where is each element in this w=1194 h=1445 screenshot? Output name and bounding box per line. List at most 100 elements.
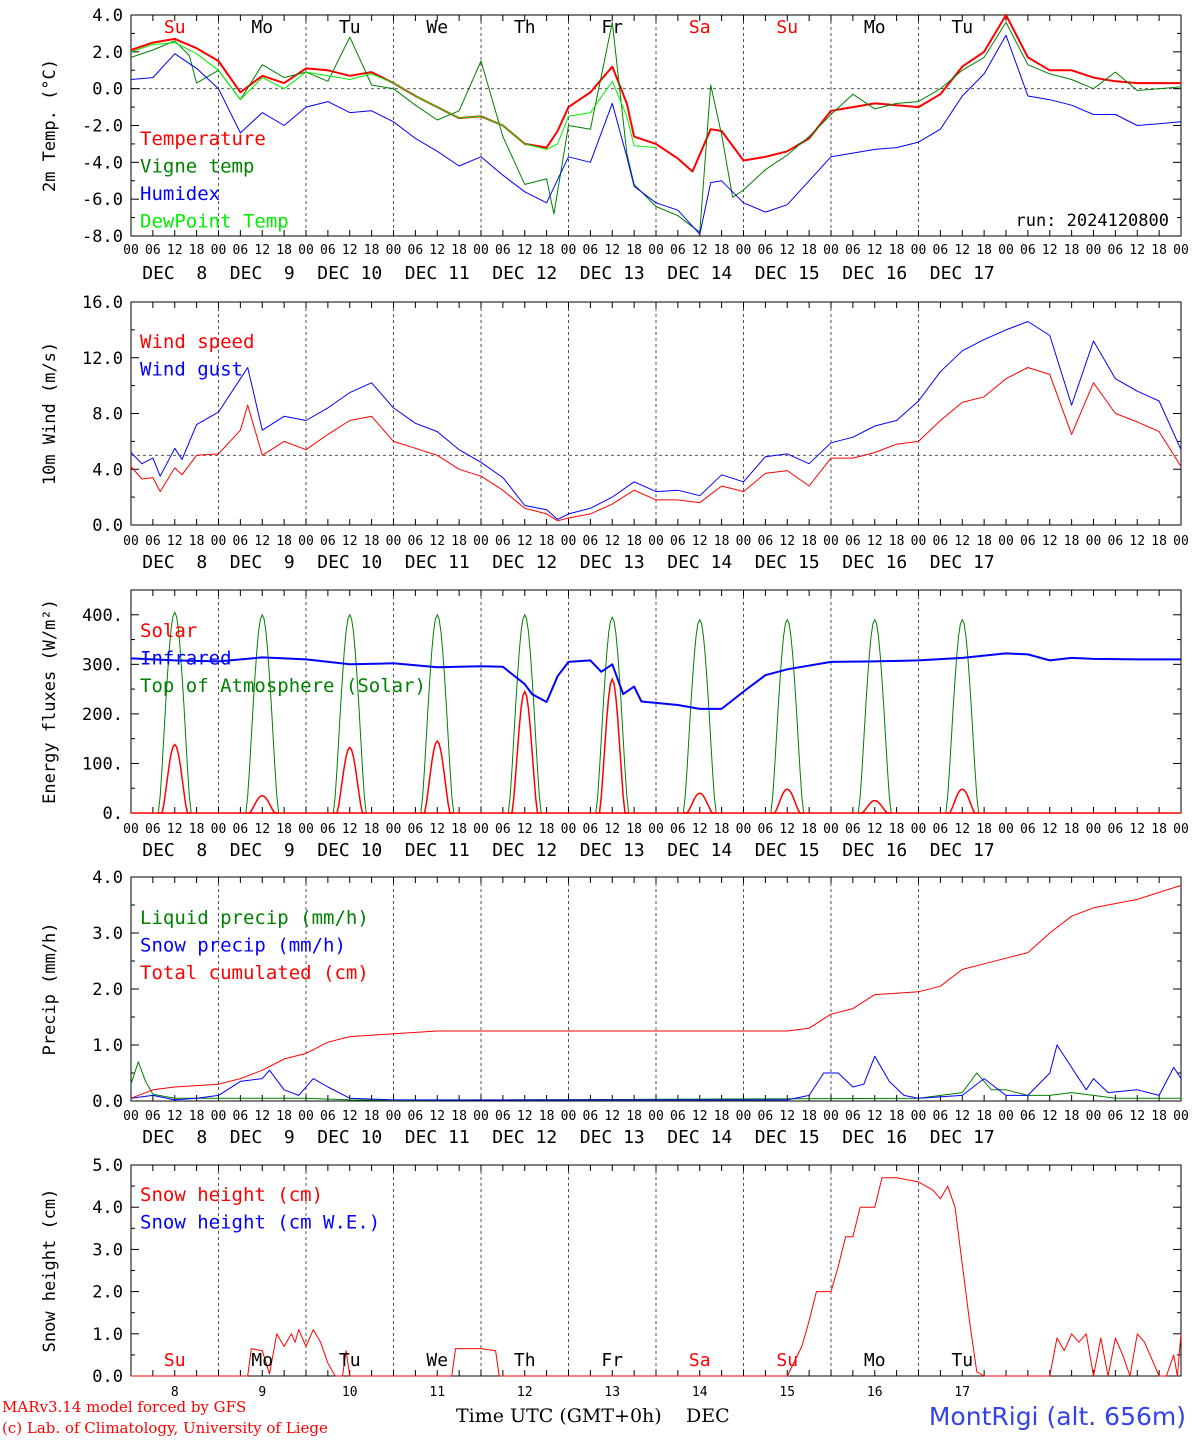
hour-tick-label: 06	[758, 822, 774, 837]
hour-tick-label: 06	[670, 243, 686, 258]
hour-tick-label: 12	[867, 534, 883, 549]
hour-tick-label: 00	[298, 822, 314, 837]
y-tick-label: 3.0	[92, 924, 123, 944]
y-tick-label: 4.0	[92, 1198, 123, 1218]
legend-entry: Snow height (cm W.E.)	[140, 1212, 380, 1234]
hour-tick-label: 18	[539, 243, 555, 258]
day-label: DEC 12	[492, 263, 557, 284]
panel-5: 5.0 4.0 3.0 2.0 1.0 0.0 Snow height (cm) Snow h…	[40, 1156, 1182, 1400]
hour-tick-label: 12	[779, 243, 795, 258]
hour-tick-label: 12	[692, 1109, 708, 1124]
hour-tick-label: 00	[736, 243, 752, 258]
weekday-label: Mo	[251, 1350, 273, 1371]
hour-tick-label: 06	[408, 1109, 424, 1124]
hour-tick-label: 00	[648, 243, 664, 258]
day-label: DEC 15	[755, 263, 820, 284]
day-number-label: 14	[692, 1385, 708, 1400]
hour-tick-label: 06	[233, 534, 249, 549]
day-label: DEC 16	[842, 552, 907, 573]
hour-tick-label: 18	[1064, 243, 1080, 258]
hour-tick-label: 06	[758, 534, 774, 549]
day-number-label: 8	[171, 1385, 179, 1400]
station-name: MontRigi (alt. 656m)	[928, 1402, 1186, 1431]
hour-tick-label: 12	[342, 534, 358, 549]
weekday-label: Su	[164, 1350, 186, 1371]
day-label: DEC 17	[930, 263, 995, 284]
hour-tick-label: 00	[823, 1109, 839, 1124]
hour-tick-label: 18	[626, 534, 642, 549]
day-label: DEC 11	[405, 840, 470, 861]
hour-tick-label: 06	[1020, 534, 1036, 549]
hour-tick-label: 00	[386, 1109, 402, 1124]
day-label: DEC 17	[930, 840, 995, 861]
day-label: DEC 12	[492, 1127, 557, 1148]
hour-tick-label: 00	[998, 243, 1014, 258]
hour-tick-label: 06	[933, 243, 949, 258]
hour-tick-label: 00	[561, 243, 577, 258]
hour-tick-label: 12	[779, 822, 795, 837]
day-label: DEC 15	[755, 1127, 820, 1148]
hour-tick-label: 06	[1108, 534, 1124, 549]
y-tick-label: -2.0	[82, 117, 123, 137]
hour-tick-label: 00	[1173, 534, 1189, 549]
hour-tick-label: 06	[1020, 1109, 1036, 1124]
hour-tick-label: 18	[276, 822, 292, 837]
toa-solar-curve	[329, 613, 370, 814]
y-tick-label: 400.	[82, 606, 123, 626]
day-number-label: 17	[954, 1385, 970, 1400]
hour-tick-label: 18	[189, 243, 205, 258]
day-number-label: 13	[604, 1385, 620, 1400]
legend-entry: DewPoint Temp	[140, 211, 289, 233]
series-dewpoint-temp	[130, 42, 657, 150]
hour-tick-label: 00	[648, 534, 664, 549]
day-label: DEC 8	[142, 1127, 207, 1148]
hour-tick-label: 12	[517, 1109, 533, 1124]
hour-tick-label: 12	[517, 534, 533, 549]
hour-tick-label: 06	[583, 534, 599, 549]
weekday-label: Sa	[689, 17, 711, 38]
hour-tick-label: 18	[1064, 822, 1080, 837]
day-number-label: 10	[342, 1385, 358, 1400]
hour-tick-label: 12	[1042, 534, 1058, 549]
legend-entry: Top of Atmosphere (Solar)	[140, 675, 426, 697]
day-label: DEC 15	[755, 840, 820, 861]
weekday-label: Th	[514, 1350, 536, 1371]
weekday-label: We	[426, 17, 448, 38]
hour-tick-label: 06	[495, 1109, 511, 1124]
y-tick-label: -4.0	[82, 153, 123, 173]
hour-tick-label: 06	[320, 534, 336, 549]
solar-curve	[245, 794, 279, 814]
day-label: DEC 8	[142, 840, 207, 861]
y-tick-label: 1.0	[92, 1036, 123, 1056]
panel-1: 4.0 2.0 0.0 -2.0 -4.0 -6.0 -8.0 2m Temp. (°C) 00…	[40, 6, 1189, 284]
hour-tick-label: 12	[692, 822, 708, 837]
hour-tick-label: 06	[320, 1109, 336, 1124]
hour-tick-label: 00	[1173, 243, 1189, 258]
hour-tick-label: 18	[626, 243, 642, 258]
hour-tick-label: 18	[451, 243, 467, 258]
hour-tick-label: 06	[408, 243, 424, 258]
toa-solar-curve	[242, 613, 283, 814]
solar-curve	[683, 792, 717, 814]
hour-tick-label: 12	[167, 243, 183, 258]
hour-tick-label: 12	[1129, 243, 1145, 258]
hour-tick-label: 12	[779, 534, 795, 549]
hour-tick-label: 00	[386, 822, 402, 837]
hour-tick-label: 00	[1086, 243, 1102, 258]
toa-solar-curve	[942, 618, 983, 814]
hour-tick-label: 00	[473, 1109, 489, 1124]
day-number-label: 15	[779, 1385, 795, 1400]
hour-tick-label: 00	[473, 822, 489, 837]
hour-tick-label: 18	[626, 822, 642, 837]
hour-tick-label: 18	[364, 822, 380, 837]
hour-tick-label: 00	[386, 534, 402, 549]
hour-tick-label: 18	[976, 534, 992, 549]
weekday-label: Mo	[864, 1350, 886, 1371]
hour-tick-label: 18	[801, 1109, 817, 1124]
day-label: DEC 17	[930, 552, 995, 573]
solar-curve	[595, 677, 629, 814]
hour-tick-label: 18	[889, 243, 905, 258]
day-label: DEC 16	[842, 263, 907, 284]
hour-tick-label: 06	[845, 1109, 861, 1124]
hour-tick-label: 00	[736, 534, 752, 549]
